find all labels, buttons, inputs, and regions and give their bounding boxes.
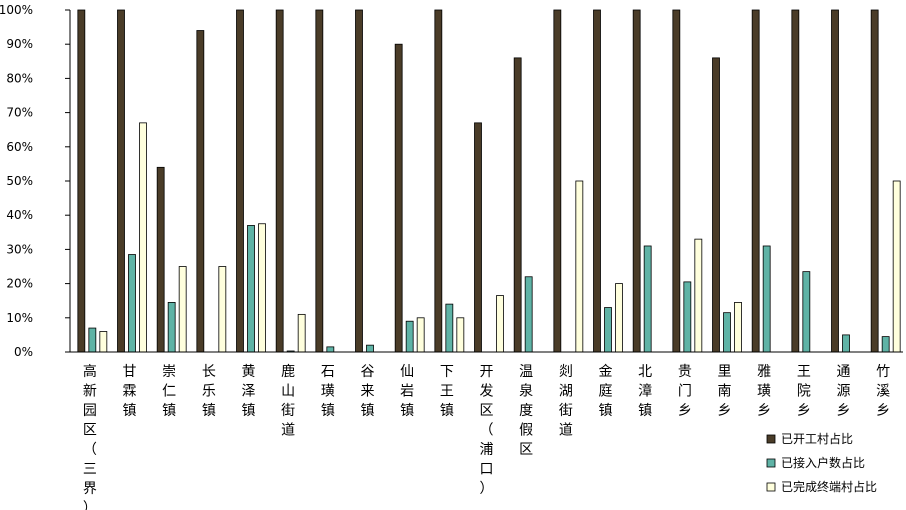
y-tick-label: 10% bbox=[6, 311, 33, 325]
y-tick-label: 60% bbox=[6, 140, 33, 154]
bar-series-1 bbox=[751, 9, 760, 353]
bar-series-2 bbox=[326, 346, 335, 353]
bar-series-3 bbox=[416, 317, 425, 353]
bar-series-2 bbox=[247, 225, 255, 353]
bar-series-1 bbox=[474, 122, 482, 353]
bar-series-1 bbox=[712, 57, 720, 353]
bar-series-1 bbox=[831, 9, 839, 353]
bar-series-2 bbox=[802, 271, 811, 353]
legend-swatch bbox=[766, 434, 776, 444]
bar-series-2 bbox=[683, 281, 692, 353]
bar-series-1 bbox=[77, 9, 86, 353]
bar-series-2 bbox=[881, 336, 890, 353]
bar-series-1 bbox=[236, 9, 244, 353]
x-category-label: 开发区（浦口） bbox=[480, 364, 494, 497]
x-category-label: 高新园区（三界） bbox=[83, 363, 97, 510]
bar-series-2 bbox=[366, 344, 374, 353]
bar-series-2 bbox=[762, 245, 771, 353]
x-category-label: 长乐镇 bbox=[202, 364, 216, 419]
bar-series-1 bbox=[513, 57, 522, 353]
bar-series-1 bbox=[791, 9, 800, 353]
bar-series-2 bbox=[604, 307, 612, 353]
bar-series-1 bbox=[434, 9, 443, 353]
x-category-label: 里南乡 bbox=[718, 364, 732, 419]
y-tick-label: 100% bbox=[0, 3, 33, 17]
x-category-label: 王院乡 bbox=[797, 364, 811, 419]
y-tick-label: 30% bbox=[6, 242, 33, 256]
x-category-label: 贵门乡 bbox=[678, 364, 692, 419]
x-category-label: 温泉度假区 bbox=[519, 364, 533, 458]
bar-series-3 bbox=[734, 302, 742, 353]
legend-swatch bbox=[766, 458, 776, 468]
x-category-label: 鹿山街道 bbox=[281, 363, 295, 439]
bar-series-1 bbox=[196, 30, 205, 353]
y-tick-label: 40% bbox=[6, 208, 33, 222]
bars bbox=[77, 9, 901, 353]
bar-series-3 bbox=[218, 266, 227, 353]
bar-series-3 bbox=[496, 295, 504, 353]
x-category-label: 雅璜乡 bbox=[757, 364, 771, 419]
x-axis: 高新园区（三界） 甘霖镇 崇仁镇 长乐镇 黄泽镇 鹿山街道 石璜镇 谷来镇 仙岩镇 下王镇 开发区（… bbox=[70, 351, 903, 510]
x-category-label: 崇仁镇 bbox=[162, 364, 176, 419]
bar-series-1 bbox=[632, 9, 641, 353]
bar-series-1 bbox=[156, 166, 165, 353]
bar-series-2 bbox=[445, 303, 454, 353]
bar-series-2 bbox=[405, 320, 414, 353]
y-axis: 0% 10% 20% 30% 40% 50% 60% 70% 80% 90% 100% bbox=[0, 3, 71, 359]
x-category-label: 黄泽镇 bbox=[242, 363, 256, 419]
bar-series-3 bbox=[694, 238, 703, 353]
y-tick-label: 80% bbox=[6, 71, 33, 85]
legend-label: 已开工村占比 bbox=[781, 431, 853, 446]
bar-series-1 bbox=[553, 9, 562, 353]
bar-series-1 bbox=[394, 43, 403, 353]
x-category-label: 谷来镇 bbox=[361, 364, 375, 419]
bar-series-3 bbox=[297, 313, 306, 353]
bar-series-2 bbox=[723, 312, 731, 353]
bar-series-2 bbox=[128, 254, 136, 353]
bar-series-1 bbox=[593, 9, 601, 353]
x-category-label: 石璜镇 bbox=[321, 364, 335, 419]
bar-series-3 bbox=[139, 122, 147, 353]
x-category-label: 通源乡 bbox=[837, 364, 851, 419]
bar-series-3 bbox=[99, 331, 108, 353]
x-category-label: 下王镇 bbox=[440, 364, 454, 419]
bar-series-1 bbox=[315, 9, 324, 353]
bar-series-2 bbox=[88, 327, 97, 353]
bar-series-3 bbox=[456, 317, 465, 353]
x-category-label: 竹溪乡 bbox=[876, 364, 890, 419]
bar-series-2 bbox=[167, 302, 176, 353]
bar-series-2 bbox=[524, 276, 533, 353]
y-tick-label: 90% bbox=[6, 37, 33, 51]
y-tick-label: 50% bbox=[6, 174, 33, 188]
bar-series-1 bbox=[355, 9, 363, 353]
x-category-label: 金庭镇 bbox=[599, 364, 613, 419]
bar-series-3 bbox=[575, 180, 584, 353]
legend-swatch bbox=[766, 482, 776, 492]
bar-series-3 bbox=[178, 266, 187, 353]
bar-series-1 bbox=[275, 9, 284, 353]
x-category-label: 仙岩镇 bbox=[400, 364, 414, 419]
x-category-label: 剡湖街道 bbox=[559, 364, 573, 439]
x-category-label: 北漳镇 bbox=[638, 364, 652, 419]
bar-series-1 bbox=[870, 9, 879, 353]
y-tick-label: 0% bbox=[14, 345, 33, 359]
legend-label: 已接入户数占比 bbox=[781, 455, 865, 470]
legend-label: 已完成终端村占比 bbox=[781, 479, 877, 494]
bar-series-3 bbox=[892, 180, 901, 353]
bar-series-3 bbox=[615, 283, 623, 353]
bar-series-1 bbox=[117, 9, 125, 353]
bar-series-2 bbox=[842, 334, 850, 353]
bar-series-1 bbox=[672, 9, 681, 353]
y-tick-label: 20% bbox=[6, 277, 33, 291]
bar-series-2 bbox=[643, 245, 652, 353]
bar-series-3 bbox=[258, 223, 266, 353]
y-tick-label: 70% bbox=[6, 106, 33, 120]
x-category-label: 甘霖镇 bbox=[123, 364, 137, 419]
